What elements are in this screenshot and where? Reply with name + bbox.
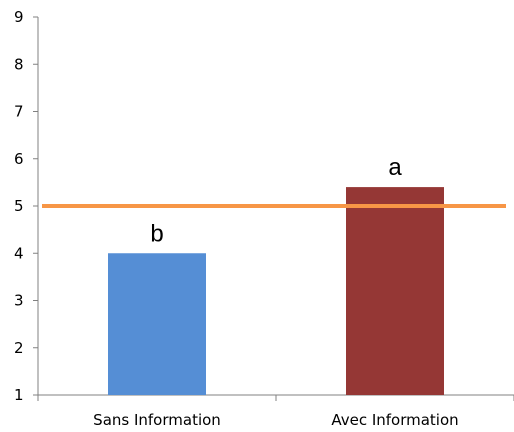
bar xyxy=(346,187,444,395)
bars xyxy=(108,187,444,395)
y-tick-label: 4 xyxy=(14,244,24,262)
category-label: Avec Information xyxy=(331,411,458,429)
y-tick-label: 7 xyxy=(14,103,24,121)
labels: b Sans Information a Avec Information xyxy=(42,154,506,429)
y-tick-label: 5 xyxy=(14,197,24,215)
y-tick-label: 2 xyxy=(14,339,24,357)
data-label: b xyxy=(150,220,163,247)
y-tick-label: 3 xyxy=(14,292,24,310)
category-label: Sans Information xyxy=(93,411,221,429)
y-tick-label: 1 xyxy=(14,386,24,404)
y-tick-label: 9 xyxy=(14,8,24,26)
bar xyxy=(108,253,206,395)
y-tick-label: 8 xyxy=(14,55,24,73)
y-tick-label: 6 xyxy=(14,150,24,168)
data-label: a xyxy=(388,154,402,181)
